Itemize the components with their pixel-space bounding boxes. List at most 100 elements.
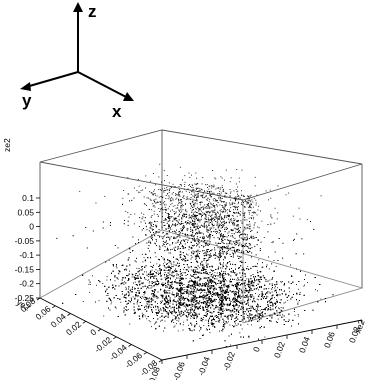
scatter-point	[235, 300, 237, 302]
scatter-point	[262, 314, 264, 316]
scatter-point	[182, 272, 184, 274]
scatter-point	[150, 277, 151, 279]
scatter-point	[114, 280, 116, 282]
scatter-point	[227, 304, 229, 306]
scatter-point	[176, 323, 177, 325]
scatter-point	[267, 291, 269, 293]
scatter-point	[145, 299, 147, 301]
scatter-point	[144, 271, 145, 273]
scatter-point	[315, 289, 316, 291]
scatter-point	[153, 271, 155, 272]
scatter-point	[102, 283, 104, 284]
scatter-point	[202, 290, 204, 292]
scatter-point	[206, 304, 207, 306]
scatter-point	[271, 297, 273, 299]
scatter-point	[176, 272, 178, 274]
scatter-point	[194, 284, 196, 286]
scatter-point	[210, 276, 212, 277]
scatter-point	[117, 277, 118, 279]
scatter-point	[279, 308, 280, 310]
scatter-point	[220, 297, 222, 298]
scatter-point	[123, 310, 125, 311]
scatter-point	[107, 294, 109, 296]
scatter-point	[161, 278, 163, 280]
z-arrowhead	[73, 2, 83, 12]
scatter-point	[192, 299, 194, 301]
scatter-point	[196, 308, 198, 310]
scatter-point	[245, 320, 247, 322]
scatter-point	[194, 273, 196, 275]
scatter-point	[256, 298, 258, 300]
scatter-point	[289, 291, 291, 293]
scatter-point	[184, 289, 186, 291]
scatter-point	[146, 307, 148, 309]
scatter-point	[205, 319, 207, 321]
scatter-point	[224, 283, 226, 285]
scatter-point	[160, 271, 161, 273]
scatter-point	[271, 291, 273, 293]
scatter-point	[149, 275, 151, 277]
scatter-point	[242, 272, 244, 273]
scatter-point	[242, 295, 244, 296]
scatter-point	[175, 316, 177, 318]
scatter-point	[222, 311, 224, 312]
scatter-point	[212, 287, 214, 289]
scatter-point	[202, 290, 204, 292]
scatter-point	[211, 294, 212, 296]
scatter-point	[178, 302, 179, 304]
scatter-point	[142, 282, 144, 284]
scatter-point	[256, 307, 258, 309]
scatter-point	[187, 290, 188, 292]
scatter-point	[269, 300, 271, 302]
scatter-point	[171, 275, 173, 277]
scatter-point	[267, 301, 269, 302]
scatter-point	[211, 304, 213, 306]
scatter-point	[235, 316, 237, 318]
scatter-point	[150, 261, 151, 263]
scatter-point	[194, 296, 196, 297]
scatter-point	[248, 337, 250, 339]
scatter-point	[141, 298, 142, 299]
scatter-point	[223, 274, 225, 276]
scatter-point	[144, 299, 146, 300]
scatter-point	[175, 270, 177, 271]
scatter-point	[205, 273, 207, 274]
scatter-point	[195, 312, 197, 314]
scatter-point	[196, 281, 198, 283]
scatter-point	[88, 283, 90, 285]
scatter-point	[148, 282, 150, 284]
scatter-point	[239, 301, 241, 303]
scatter-point	[218, 267, 219, 269]
scatter-point	[125, 289, 127, 290]
scatter-point	[205, 315, 206, 317]
scatter-point	[189, 300, 191, 302]
y-direction-arrow	[25, 71, 79, 88]
scatter-point	[163, 310, 165, 312]
scatter-point	[212, 270, 214, 271]
scatter-point	[254, 308, 256, 310]
scatter-point	[257, 317, 259, 318]
scatter-layer	[62, 236, 334, 348]
scatter-point	[275, 265, 277, 267]
scatter-point	[194, 281, 196, 283]
scatter-point	[257, 313, 259, 315]
scatter-point	[219, 286, 221, 288]
scatter-point	[188, 249, 190, 251]
scatter-point	[155, 256, 157, 258]
scatter-point	[245, 297, 247, 298]
scatter-point	[249, 305, 251, 307]
scatter-point	[164, 304, 166, 306]
scatter-point	[142, 261, 144, 263]
scatter-point	[148, 302, 150, 304]
scatter-point	[172, 276, 174, 278]
scatter-point	[275, 306, 277, 307]
scatter-point	[180, 257, 182, 259]
scatter-point	[269, 279, 271, 281]
scatter-point	[188, 309, 189, 311]
scatter-point	[246, 316, 248, 318]
scatter-point	[194, 305, 196, 307]
scatter-point	[148, 320, 150, 322]
scatter-point	[275, 321, 277, 322]
scatter-point	[198, 285, 200, 287]
scatter-point	[141, 312, 143, 314]
